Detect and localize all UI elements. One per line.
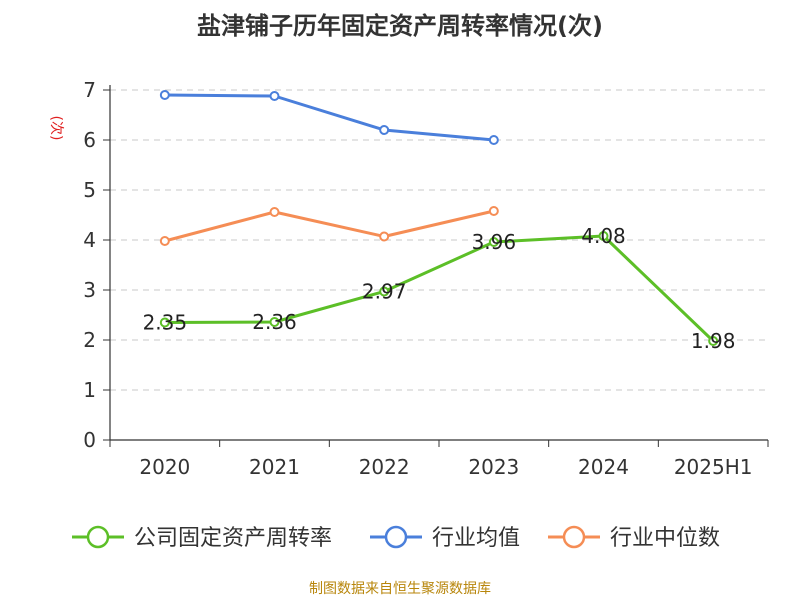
data-point-industry_median: [379, 231, 390, 242]
y-tick-label: 5: [83, 178, 96, 202]
data-label: 2.36: [252, 310, 297, 334]
data-source: 制图数据来自恒生聚源数据库: [309, 581, 491, 597]
series-line-company: [164, 234, 715, 343]
data-label: 2.35: [143, 311, 188, 335]
data-point-industry_avg: [488, 135, 499, 145]
data-point-company: [708, 336, 719, 346]
data-point-company: [269, 317, 280, 327]
series-line-industry_median: [164, 209, 495, 243]
x-tick-label: 2025H1: [674, 455, 753, 479]
y-tick-label: 1: [83, 378, 96, 402]
legend-marker-industry_avg: [384, 525, 408, 549]
y-tick-label: 3: [83, 278, 96, 302]
x-tick-label: 2020: [139, 455, 190, 479]
data-label: 1.98: [691, 329, 736, 353]
data-point-industry_avg: [379, 125, 390, 135]
legend-label-industry_median: 行业中位数: [610, 526, 720, 551]
y-axis-label: (次): [48, 116, 64, 141]
y-tick-label: 7: [83, 78, 96, 102]
data-point-industry_median: [159, 236, 170, 246]
x-tick-label: 2023: [468, 455, 519, 479]
y-tick-label: 6: [83, 128, 96, 152]
legend-label-industry_avg: 行业均值: [432, 526, 520, 551]
y-tick-label: 0: [83, 428, 96, 452]
data-point-company: [379, 286, 390, 297]
data-point-company: [598, 231, 609, 241]
data-point-industry_avg: [159, 90, 170, 100]
x-tick-label: 2022: [359, 455, 410, 479]
data-point-company: [159, 317, 170, 328]
data-point-industry_median: [488, 206, 499, 216]
x-tick-label: 2021: [249, 455, 300, 479]
data-label: 2.97: [362, 280, 407, 304]
data-point-company: [488, 237, 499, 247]
y-tick-label: 2: [83, 328, 96, 352]
series-line-industry_avg: [164, 93, 494, 142]
data-label: 4.08: [581, 224, 626, 248]
data-point-industry_avg: [269, 91, 280, 101]
y-tick-label: 4: [83, 228, 96, 252]
chart-title: 盐津铺子历年固定资产周转率情况(次): [197, 12, 603, 40]
legend-marker-industry_median: [562, 525, 586, 549]
data-point-industry_median: [269, 207, 280, 217]
data-label: 3.96: [472, 230, 517, 254]
legend-marker-company: [86, 525, 110, 549]
legend-label-company: 公司固定资产周转率: [134, 526, 332, 551]
x-tick-label: 2024: [578, 455, 629, 479]
